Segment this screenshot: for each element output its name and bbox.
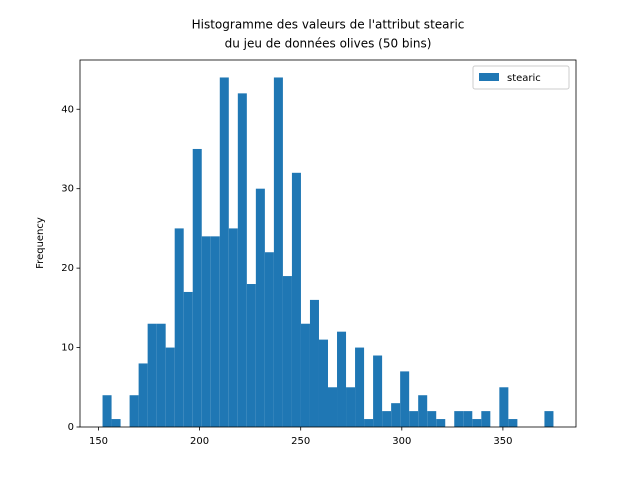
bar (255, 188, 265, 427)
y-tick-label: 20 (61, 263, 74, 274)
x-tick-label: 150 (89, 436, 108, 447)
bar (508, 419, 518, 427)
bar (328, 387, 338, 427)
bar (237, 93, 247, 427)
bar (165, 347, 175, 427)
bar (156, 323, 166, 427)
bar (337, 331, 347, 427)
bar (201, 236, 211, 427)
bar (246, 284, 256, 427)
bar (481, 411, 491, 427)
bar (309, 299, 319, 427)
y-tick-label: 10 (61, 343, 74, 354)
bar (391, 403, 401, 427)
y-tick-label: 30 (61, 184, 74, 195)
bar (364, 419, 374, 427)
bar (373, 355, 383, 427)
bar (318, 339, 328, 427)
bar (463, 411, 473, 427)
bar (183, 291, 193, 427)
bar (409, 411, 419, 427)
chart-title: Histogramme des valeurs de l'attribut st… (192, 18, 465, 32)
bar (174, 228, 184, 427)
bar (228, 228, 238, 427)
x-tick-label: 250 (291, 436, 310, 447)
x-tick-label: 300 (392, 436, 411, 447)
chart-title: du jeu de données olives (50 bins) (225, 37, 432, 51)
bar (382, 411, 392, 427)
bar (219, 77, 229, 427)
bar (111, 419, 121, 427)
bar (499, 387, 509, 427)
y-tick-label: 0 (68, 422, 74, 433)
bar (273, 77, 283, 427)
x-tick-label: 200 (190, 436, 209, 447)
bar (138, 363, 148, 427)
bar (282, 276, 292, 427)
bar (436, 419, 446, 427)
bar (102, 395, 112, 427)
bar (472, 419, 482, 427)
y-axis-label: Frequency (35, 217, 46, 269)
bar (192, 148, 202, 427)
bar (454, 411, 464, 427)
bar (264, 252, 274, 427)
bar (400, 371, 410, 427)
bar (544, 411, 554, 427)
bar (427, 411, 437, 427)
y-tick-label: 40 (61, 104, 74, 115)
bar (129, 395, 139, 427)
bar (291, 172, 301, 427)
bar (300, 323, 310, 427)
legend-swatch (479, 73, 499, 81)
bar (418, 395, 428, 427)
plot-frame (79, 59, 577, 428)
bar (346, 387, 356, 427)
legend-box (472, 65, 570, 90)
bar (355, 347, 365, 427)
legend-label: stearic (507, 73, 541, 84)
bar (147, 323, 157, 427)
bar (210, 236, 220, 427)
x-tick-label: 350 (493, 436, 512, 447)
